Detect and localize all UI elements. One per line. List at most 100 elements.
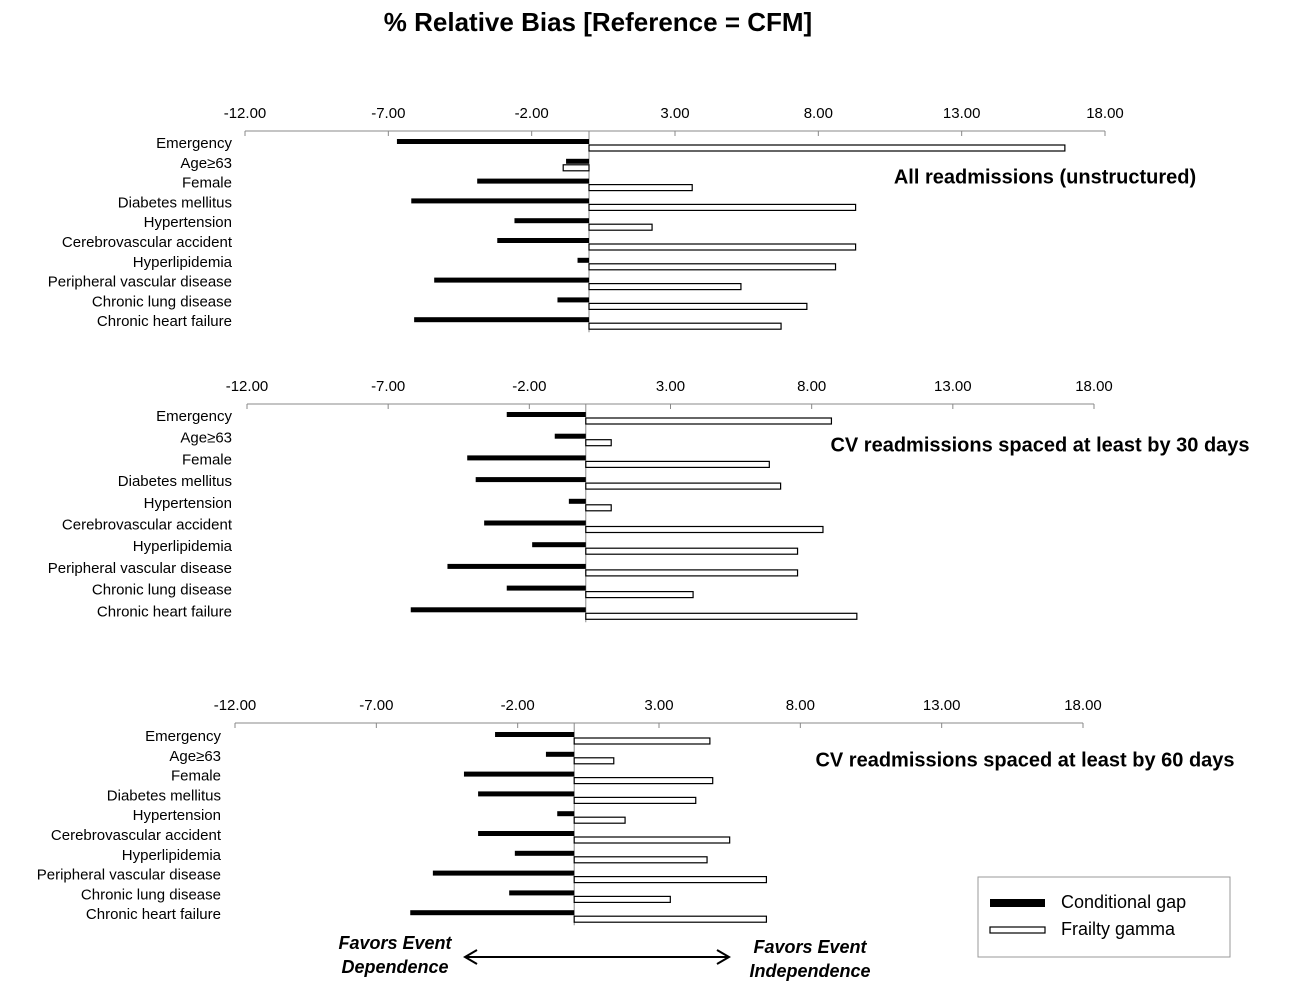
bar (410, 607, 586, 613)
bar (585, 569, 799, 577)
bar (509, 890, 575, 896)
category-label: Cerebrovascular accident (51, 827, 222, 844)
bar (557, 811, 575, 817)
category-label: Age≥63 (180, 430, 232, 447)
bar (585, 504, 612, 512)
x-tick-label: -7.00 (371, 105, 405, 122)
category-label: Peripheral vascular disease (48, 560, 232, 577)
bar (573, 816, 626, 824)
x-tick-label: -12.00 (226, 378, 269, 395)
x-tick-label: 13.00 (943, 105, 981, 122)
category-label: Peripheral vascular disease (48, 274, 232, 291)
category-label: Age≥63 (169, 748, 221, 765)
bar (588, 144, 1066, 152)
x-tick-label: 18.00 (1086, 105, 1124, 122)
category-label: Female (182, 175, 232, 192)
category-label: Hypertension (144, 214, 232, 231)
arrow-head (463, 949, 731, 965)
bar (514, 218, 589, 224)
x-tick-label: -2.00 (501, 697, 535, 714)
bar (475, 477, 586, 483)
bar (414, 317, 589, 323)
bar (562, 164, 590, 172)
bar (478, 831, 575, 836)
bar (585, 612, 858, 620)
bar (573, 856, 708, 864)
x-tick-label: -2.00 (515, 105, 549, 122)
bar (573, 776, 714, 785)
x-tick-label: -12.00 (224, 105, 267, 122)
bar (585, 525, 824, 534)
category-label: Female (171, 768, 221, 785)
category-label: Cerebrovascular accident (62, 234, 233, 251)
category-label: Chronic lung disease (81, 886, 221, 903)
x-tick-label: 13.00 (923, 697, 961, 714)
category-label: Age≥63 (180, 155, 232, 172)
category-label: Emergency (145, 728, 221, 745)
bar (568, 498, 586, 504)
bar (411, 198, 589, 204)
bar (506, 585, 586, 591)
bar (585, 482, 782, 490)
x-tick-label: 8.00 (804, 105, 833, 122)
bar (477, 178, 589, 184)
x-tick-label: 3.00 (660, 105, 689, 122)
category-label: Diabetes mellitus (107, 787, 221, 804)
bar (573, 757, 615, 765)
bar (396, 139, 589, 144)
bar (532, 542, 586, 548)
x-tick-label: 18.00 (1064, 697, 1102, 714)
x-tick-label: 3.00 (656, 378, 685, 395)
legend-label: Frailty gamma (1061, 919, 1176, 939)
category-label: Emergency (156, 408, 232, 425)
bar (573, 875, 768, 884)
bar (588, 283, 742, 291)
bar (467, 455, 586, 461)
bar (447, 563, 586, 569)
x-tick-label: 18.00 (1075, 378, 1113, 395)
bar (434, 277, 589, 283)
bar (573, 895, 671, 904)
bar (585, 460, 770, 468)
bar (545, 751, 575, 757)
legend-swatch (990, 899, 1045, 907)
x-tick-label: 8.00 (797, 378, 826, 395)
category-label: Chronic lung disease (92, 293, 232, 310)
x-tick-label: 3.00 (644, 697, 673, 714)
x-tick-label: -2.00 (512, 378, 546, 395)
bar (410, 910, 575, 916)
bar (432, 870, 575, 876)
bar (463, 771, 575, 777)
bar (585, 547, 799, 555)
bar (585, 417, 833, 425)
bar (497, 238, 589, 243)
annotation: Favors Event Dependence (338, 933, 452, 977)
bar (495, 732, 575, 737)
bar (588, 223, 653, 231)
category-label: Hyperlipidemia (133, 538, 233, 555)
bar (588, 302, 808, 310)
x-tick-label: 8.00 (786, 697, 815, 714)
bar (588, 263, 837, 271)
category-label: Hyperlipidemia (133, 254, 233, 271)
bar (588, 184, 693, 192)
panel-title: CV readmissions spaced at least by 30 da… (830, 434, 1249, 456)
bar (585, 590, 694, 599)
bar (566, 158, 589, 164)
bar (484, 520, 586, 526)
category-label: Cerebrovascular accident (62, 516, 233, 533)
category-label: Diabetes mellitus (118, 194, 232, 211)
bar (506, 412, 586, 417)
bar (478, 791, 575, 797)
bar (554, 433, 586, 439)
bar (573, 737, 711, 745)
bar (588, 203, 857, 211)
x-tick-label: 13.00 (934, 378, 972, 395)
bar (573, 796, 697, 805)
category-label: Emergency (156, 135, 232, 152)
category-label: Chronic lung disease (92, 582, 232, 599)
category-label: Hypertension (144, 495, 232, 512)
legend-swatch (989, 926, 1046, 934)
legend-label: Conditional gap (1061, 892, 1186, 912)
